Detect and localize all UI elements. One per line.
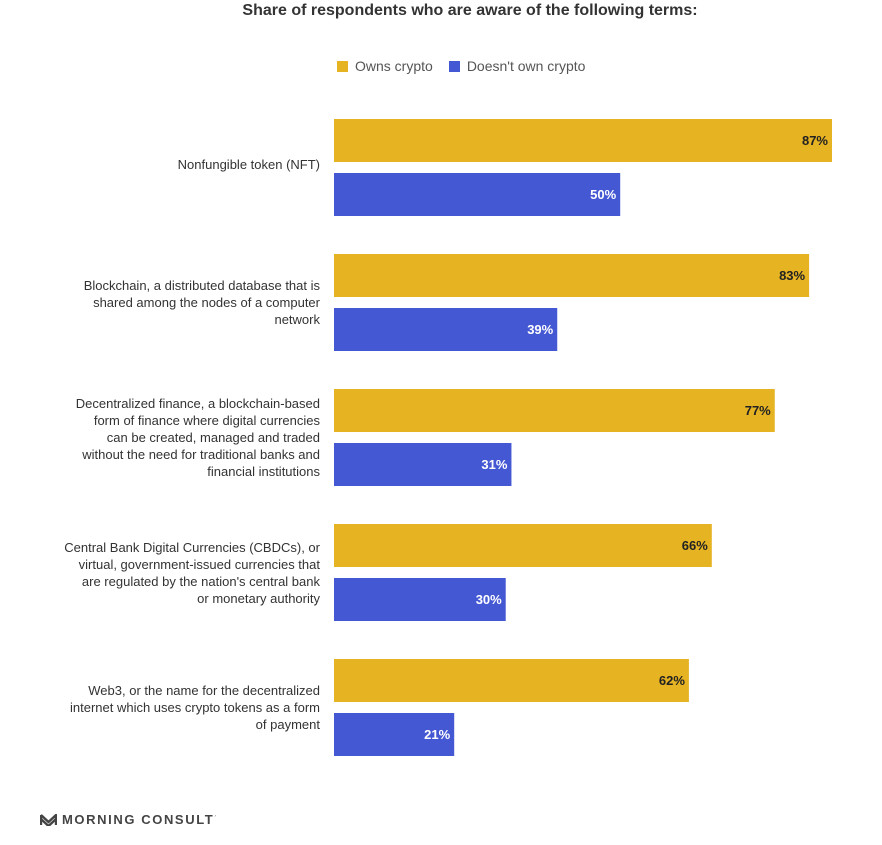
data-label-owns-crypto-4: 66% [682, 538, 708, 553]
data-label-doesn-t-own-crypto-3: 31% [481, 457, 507, 472]
brand-trademark: ´ [214, 816, 217, 823]
legend-item-owns-crypto: Owns crypto [337, 58, 433, 74]
category-label-line: of payment [255, 717, 320, 732]
legend-label-owns-crypto: Owns crypto [355, 58, 433, 74]
category-label-1: Nonfungible token (NFT) [20, 156, 320, 173]
category-label-4: Central Bank Digital Currencies (CBDCs),… [20, 539, 320, 607]
category-label-line: virtual, government-issued currencies th… [78, 556, 320, 572]
category-label-2: Blockchain, a distributed database that … [20, 277, 320, 328]
category-label-line: shared among the nodes of a computer [93, 295, 320, 310]
category-label-line: Decentralized finance, a blockchain-base… [75, 396, 320, 411]
category-label-line: are regulated by the nation's central ba… [81, 573, 320, 589]
bar-doesn-t-own-crypto-1 [334, 173, 621, 216]
category-label-line: Web3, or the name for the decentralized [88, 683, 320, 698]
category-label-line: without the need for traditional banks a… [82, 447, 320, 462]
category-label-line: can be created, managed and traded [106, 430, 320, 445]
data-label-doesn-t-own-crypto-5: 21% [424, 727, 450, 742]
legend-swatch-doesnt-own-crypto [448, 60, 460, 72]
morning-consult-logo: MORNING CONSULT ´ [40, 812, 217, 827]
category-label-line: or monetary authority [197, 590, 320, 606]
brand-name: MORNING CONSULT [62, 812, 215, 827]
data-label-owns-crypto-5: 62% [659, 673, 685, 688]
category-label-line: internet which uses crypto tokens as a f… [69, 700, 320, 715]
bar-owns-crypto-1 [334, 119, 832, 162]
bar-owns-crypto-4 [334, 524, 712, 567]
category-label-line: Central Bank Digital Currencies (CBDCs),… [64, 539, 320, 555]
bar-owns-crypto-5 [334, 659, 689, 702]
category-label-line: network [274, 312, 320, 327]
bar-doesn-t-own-crypto-2 [334, 308, 558, 351]
data-label-owns-crypto-2: 83% [779, 268, 805, 283]
data-label-doesn-t-own-crypto-2: 39% [527, 322, 553, 337]
legend-swatch-owns-crypto [337, 60, 348, 72]
bar-doesn-t-own-crypto-5 [334, 713, 455, 756]
legend-label-doesnt-own-crypto: Doesn't own crypto [466, 58, 586, 74]
legend: Owns crypto Doesn't own crypto [337, 58, 601, 74]
data-label-owns-crypto-3: 77% [745, 403, 771, 418]
bar-doesn-t-own-crypto-4 [334, 578, 506, 621]
category-label-line: financial institutions [207, 464, 320, 479]
category-label-5: Web3, or the name for the decentralized i… [20, 682, 320, 733]
bar-owns-crypto-2 [334, 254, 810, 297]
morning-consult-logo-icon [40, 813, 57, 826]
data-label-owns-crypto-1: 87% [802, 133, 828, 148]
category-label-line: Nonfungible token (NFT) [177, 157, 320, 172]
category-label-3: Decentralized finance, a blockchain-base… [20, 395, 320, 480]
data-label-doesn-t-own-crypto-4: 30% [476, 592, 502, 607]
data-label-doesn-t-own-crypto-1: 50% [590, 187, 616, 202]
bar-owns-crypto-3 [334, 389, 775, 432]
chart-title: Share of respondents who are aware of th… [242, 2, 698, 19]
category-label-line: Blockchain, a distributed database that … [83, 278, 320, 293]
bar-doesn-t-own-crypto-3 [334, 443, 512, 486]
legend-item-doesnt-own-crypto: Doesn't own crypto [448, 58, 586, 74]
category-label-line: form of finance where digital currencies [93, 413, 320, 428]
